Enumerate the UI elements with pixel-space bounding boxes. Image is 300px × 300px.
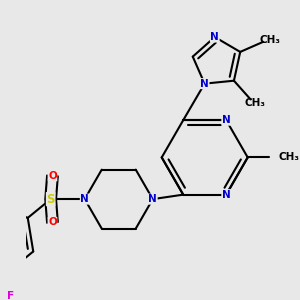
Text: CH₃: CH₃ <box>278 152 299 162</box>
Text: N: N <box>80 194 89 204</box>
Text: O: O <box>48 218 57 227</box>
Text: N: N <box>210 32 219 42</box>
Text: N: N <box>200 79 209 88</box>
Text: CH₃: CH₃ <box>245 98 266 108</box>
Text: O: O <box>48 171 57 181</box>
Text: F: F <box>7 291 14 300</box>
Text: CH₃: CH₃ <box>259 35 280 45</box>
Text: N: N <box>222 115 231 125</box>
Text: N: N <box>222 190 231 200</box>
Text: S: S <box>46 193 55 206</box>
Text: N: N <box>148 194 157 204</box>
